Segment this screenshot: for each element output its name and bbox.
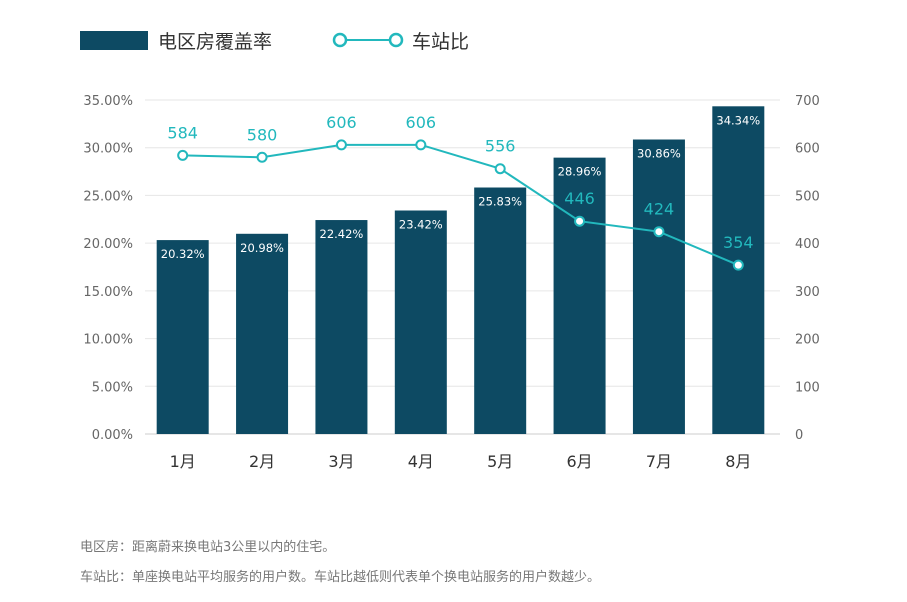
line-point xyxy=(415,139,427,151)
legend-bar-label: 电区房覆盖率 xyxy=(158,31,272,53)
line-label: 580 xyxy=(247,125,278,144)
line-point xyxy=(335,139,347,151)
line-label: 606 xyxy=(326,113,357,132)
line-point xyxy=(494,163,506,175)
y-left-tick: 10.00% xyxy=(83,333,133,348)
bar xyxy=(156,240,209,434)
line-point xyxy=(256,151,268,163)
legend-line-marker xyxy=(332,32,348,48)
x-tick: 5月 xyxy=(487,452,513,471)
x-tick: 4月 xyxy=(408,452,434,471)
line-label: 424 xyxy=(644,200,675,219)
bar xyxy=(474,187,527,434)
bar xyxy=(315,220,368,434)
x-tick: 1月 xyxy=(170,452,196,471)
y-left-tick: 5.00% xyxy=(92,380,133,395)
y-left-tick: 20.00% xyxy=(83,237,133,252)
legend-bar-swatch xyxy=(80,31,148,50)
bar-label: 28.96% xyxy=(558,165,602,179)
line-point xyxy=(177,149,189,161)
line-label: 606 xyxy=(406,113,437,132)
x-tick: 8月 xyxy=(725,452,751,471)
line-label: 446 xyxy=(564,189,595,208)
bar xyxy=(553,157,606,434)
y-right-tick: 0 xyxy=(795,428,803,443)
x-tick: 2月 xyxy=(249,452,275,471)
y-left-tick: 25.00% xyxy=(83,189,133,204)
y-right-tick: 500 xyxy=(795,189,820,204)
bar-label: 25.83% xyxy=(478,195,522,209)
y-right-tick: 700 xyxy=(795,94,820,109)
y-right-tick: 600 xyxy=(795,142,820,157)
bar-label: 23.42% xyxy=(399,218,443,232)
bar xyxy=(632,139,685,434)
x-tick: 3月 xyxy=(328,452,354,471)
x-tick: 7月 xyxy=(646,452,672,471)
y-right-tick: 200 xyxy=(795,333,820,348)
y-left-tick: 15.00% xyxy=(83,285,133,300)
bar-label: 20.32% xyxy=(161,247,205,261)
y-left-tick: 0.00% xyxy=(92,428,133,443)
line-series xyxy=(182,143,739,267)
y-left-tick: 35.00% xyxy=(83,94,133,109)
line-label: 556 xyxy=(485,137,516,156)
line-point xyxy=(732,259,744,271)
y-left-tick: 30.00% xyxy=(83,142,133,157)
legend-line-marker xyxy=(388,32,404,48)
bar-label: 20.98% xyxy=(240,241,284,255)
legend-line-label: 车站比 xyxy=(412,31,469,53)
y-right-tick: 300 xyxy=(795,285,820,300)
line-label: 354 xyxy=(723,233,754,252)
bar-label: 22.42% xyxy=(320,227,364,241)
y-right-tick: 100 xyxy=(795,380,820,395)
x-tick: 6月 xyxy=(566,452,592,471)
footnote-2: 车站比：单座换电站平均服务的用户数。车站比越低则代表单个换电站服务的用户数越少。 xyxy=(80,570,601,585)
bar xyxy=(394,210,447,434)
line-point xyxy=(653,226,665,238)
footnote-1: 电区房：距离蔚来换电站3公里以内的住宅。 xyxy=(80,540,336,555)
line-point xyxy=(574,215,586,227)
bar-label: 30.86% xyxy=(637,147,681,161)
bar xyxy=(236,233,289,434)
bar-label: 34.34% xyxy=(716,113,760,127)
y-right-tick: 400 xyxy=(795,237,820,252)
line-label: 584 xyxy=(167,123,198,142)
